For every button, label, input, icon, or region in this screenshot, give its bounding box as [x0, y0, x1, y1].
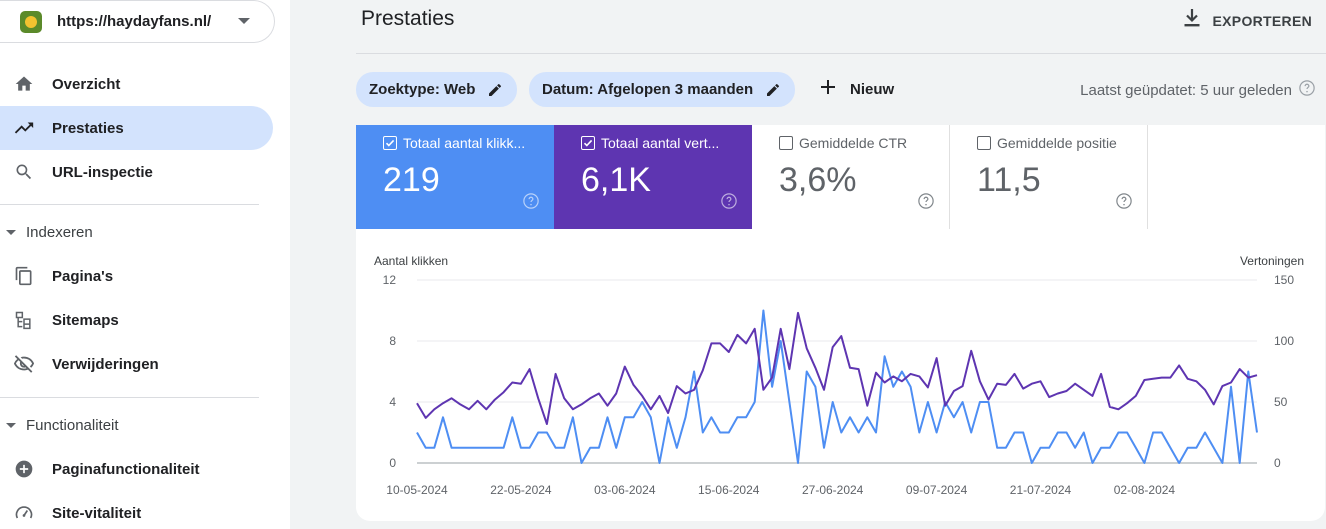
pages-icon [12, 264, 36, 288]
y-tick-left: 12 [383, 273, 397, 287]
sidebar: https://haydayfans.nl/ Overzicht Prestat… [0, 0, 290, 529]
export-label: EXPORTEREN [1212, 12, 1312, 29]
sidebar-item-enhancements[interactable]: Paginafunctionaliteit [0, 447, 273, 491]
site-favicon-icon [20, 10, 42, 33]
performance-chart[interactable]: Aantal klikken Vertoningen 0 4 8 12 0 50 100 150 1… [356, 229, 1325, 521]
x-tick: 15-06-2024 [698, 483, 760, 497]
metric-impressions-tile[interactable]: Totaal aantal vert... 6,1K [554, 125, 752, 229]
sidebar-item-label: Pagina's [52, 267, 114, 285]
sidebar-item-label: Overzicht [52, 75, 121, 93]
sidebar-item-label: Site-vitaliteit [52, 504, 142, 522]
help-icon[interactable] [522, 192, 540, 215]
chip-label: Zoektype: Web [369, 81, 476, 98]
sitemap-icon [12, 308, 36, 332]
metric-value: 219 [383, 161, 440, 199]
sidebar-item-overview[interactable]: Overzicht [0, 62, 273, 106]
section-label: Functionaliteit [26, 416, 119, 434]
help-icon[interactable] [1298, 79, 1316, 101]
property-selector[interactable]: https://haydayfans.nl/ [0, 0, 275, 43]
sidebar-item-label: Prestaties [52, 119, 124, 137]
x-tick: 21-07-2024 [1010, 483, 1072, 497]
metric-clicks-tile[interactable]: Totaal aantal klikk... 219 [356, 125, 554, 229]
edit-pencil-icon [487, 82, 503, 98]
checkbox-checked-icon[interactable] [383, 136, 397, 150]
sidebar-divider [0, 397, 259, 398]
property-url: https://haydayfans.nl/ [57, 13, 212, 30]
y-tick-left: 8 [389, 334, 396, 348]
metric-value: 6,1K [581, 161, 651, 199]
caret-down-icon [238, 18, 250, 24]
filter-date-chip[interactable]: Datum: Afgelopen 3 maanden [529, 72, 796, 107]
download-icon [1183, 8, 1201, 33]
trending-up-icon [12, 116, 36, 140]
sidebar-item-label: Verwijderingen [52, 355, 159, 373]
new-filter-label: Nieuw [850, 80, 895, 98]
sidebar-item-vitals[interactable]: Site-vitaliteit [0, 491, 273, 529]
sidebar-item-url-inspection[interactable]: URL-inspectie [0, 150, 273, 194]
series-line-right [416, 311, 1258, 425]
speedometer-icon [12, 501, 36, 525]
add-circle-icon [12, 457, 36, 481]
y-tick-right: 50 [1274, 395, 1288, 409]
checkbox-unchecked-icon[interactable] [977, 136, 991, 150]
search-icon [12, 160, 36, 184]
sidebar-item-label: Paginafunctionaliteit [52, 460, 200, 478]
metric-value: 11,5 [977, 161, 1041, 199]
page-title: Prestaties [361, 7, 455, 30]
section-features[interactable]: Functionaliteit [0, 410, 259, 440]
metric-position-tile[interactable]: Gemiddelde positie 11,5 [950, 125, 1148, 229]
sidebar-item-label: URL-inspectie [52, 163, 153, 181]
sidebar-item-sitemaps[interactable]: Sitemaps [0, 298, 273, 342]
sidebar-divider [0, 204, 259, 205]
metric-value: 3,6% [779, 161, 857, 199]
performance-card: Totaal aantal klikk... 219 Totaal aantal… [356, 125, 1325, 521]
new-filter-button[interactable]: Nieuw [818, 77, 894, 101]
x-tick: 27-06-2024 [802, 483, 864, 497]
metric-label: Gemiddelde positie [997, 135, 1117, 151]
export-button[interactable]: EXPORTEREN [1183, 8, 1312, 33]
y-axis-right-title: Vertoningen [1240, 254, 1304, 268]
series-line-left [416, 309, 1258, 464]
sidebar-item-performance[interactable]: Prestaties [0, 106, 273, 150]
y-axis-left-title: Aantal klikken [374, 254, 448, 268]
sidebar-item-removals[interactable]: Verwijderingen [0, 342, 273, 386]
section-indexing[interactable]: Indexeren [0, 217, 259, 247]
checkbox-checked-icon[interactable] [581, 136, 595, 150]
last-updated: Laatst geüpdatet: 5 uur geleden [1080, 79, 1316, 101]
home-icon [12, 72, 36, 96]
collapse-triangle-icon [6, 229, 16, 235]
metric-label: Totaal aantal vert... [601, 135, 720, 151]
y-tick-right: 100 [1274, 334, 1294, 348]
x-tick: 09-07-2024 [906, 483, 968, 497]
chart-svg: Aantal klikken Vertoningen 0 4 8 12 0 50 100 150 1… [374, 254, 1304, 497]
checkbox-unchecked-icon[interactable] [779, 136, 793, 150]
x-tick: 02-08-2024 [1114, 483, 1176, 497]
visibility-off-icon [12, 352, 36, 376]
sidebar-item-label: Sitemaps [52, 311, 119, 329]
x-tick: 03-06-2024 [594, 483, 656, 497]
sidebar-item-pages[interactable]: Pagina's [0, 254, 273, 298]
collapse-triangle-icon [6, 422, 16, 428]
filter-search-type-chip[interactable]: Zoektype: Web [356, 72, 518, 107]
help-icon[interactable] [720, 192, 738, 215]
y-tick-left: 0 [389, 456, 396, 470]
x-tick: 22-05-2024 [490, 483, 552, 497]
section-label: Indexeren [26, 223, 93, 241]
y-tick-right: 150 [1274, 273, 1294, 287]
x-tick: 10-05-2024 [386, 483, 448, 497]
help-icon[interactable] [1115, 192, 1133, 215]
metric-label: Totaal aantal klikk... [403, 135, 526, 151]
metric-label: Gemiddelde CTR [799, 135, 908, 151]
page-header: Prestaties EXPORTEREN [356, 0, 1326, 54]
plus-icon [818, 77, 838, 101]
last-updated-text: Laatst geüpdatet: 5 uur geleden [1080, 81, 1292, 99]
y-tick-left: 4 [389, 395, 396, 409]
help-icon[interactable] [917, 192, 935, 215]
y-tick-right: 0 [1274, 456, 1281, 470]
edit-pencil-icon [765, 82, 781, 98]
chip-label: Datum: Afgelopen 3 maanden [542, 81, 754, 98]
metric-ctr-tile[interactable]: Gemiddelde CTR 3,6% [752, 125, 950, 229]
